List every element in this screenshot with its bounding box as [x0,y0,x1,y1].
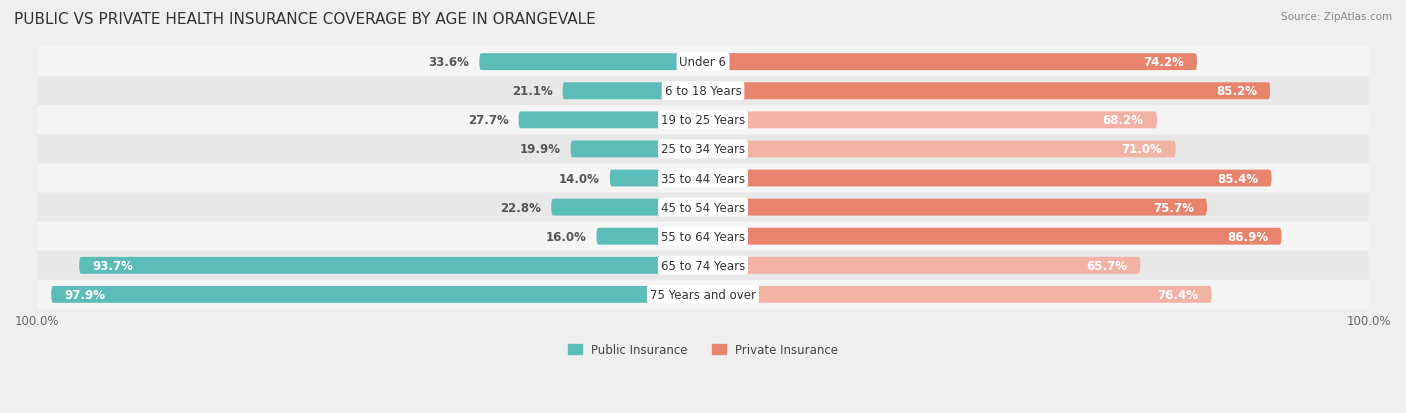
FancyBboxPatch shape [596,228,703,245]
Text: 85.4%: 85.4% [1218,172,1258,185]
FancyBboxPatch shape [37,280,1369,309]
Text: 25 to 34 Years: 25 to 34 Years [661,143,745,156]
Text: 55 to 64 Years: 55 to 64 Years [661,230,745,243]
Text: 21.1%: 21.1% [512,85,553,98]
FancyBboxPatch shape [703,170,1271,187]
Text: 71.0%: 71.0% [1122,143,1163,156]
Text: 75.7%: 75.7% [1153,201,1194,214]
FancyBboxPatch shape [703,54,1197,71]
FancyBboxPatch shape [37,164,1369,193]
FancyBboxPatch shape [479,54,703,71]
Text: 65 to 74 Years: 65 to 74 Years [661,259,745,272]
FancyBboxPatch shape [571,141,703,158]
FancyBboxPatch shape [703,199,1206,216]
Text: 27.7%: 27.7% [468,114,509,127]
Text: 6 to 18 Years: 6 to 18 Years [665,85,741,98]
FancyBboxPatch shape [703,228,1281,245]
Text: Source: ZipAtlas.com: Source: ZipAtlas.com [1281,12,1392,22]
Text: 85.2%: 85.2% [1216,85,1257,98]
FancyBboxPatch shape [703,141,1175,158]
Text: 93.7%: 93.7% [93,259,134,272]
FancyBboxPatch shape [37,106,1369,135]
FancyBboxPatch shape [37,77,1369,106]
FancyBboxPatch shape [703,286,1212,303]
Text: Under 6: Under 6 [679,56,727,69]
Text: 22.8%: 22.8% [501,201,541,214]
Text: 65.7%: 65.7% [1085,259,1128,272]
Text: 76.4%: 76.4% [1157,288,1198,301]
FancyBboxPatch shape [79,257,703,274]
Text: 19 to 25 Years: 19 to 25 Years [661,114,745,127]
FancyBboxPatch shape [703,112,1157,129]
Text: 74.2%: 74.2% [1143,56,1184,69]
FancyBboxPatch shape [610,170,703,187]
FancyBboxPatch shape [551,199,703,216]
FancyBboxPatch shape [37,222,1369,251]
Text: 97.9%: 97.9% [65,288,105,301]
Legend: Public Insurance, Private Insurance: Public Insurance, Private Insurance [564,338,842,361]
FancyBboxPatch shape [51,286,703,303]
FancyBboxPatch shape [562,83,703,100]
FancyBboxPatch shape [37,193,1369,222]
FancyBboxPatch shape [519,112,703,129]
Text: 14.0%: 14.0% [560,172,600,185]
Text: 45 to 54 Years: 45 to 54 Years [661,201,745,214]
Text: 35 to 44 Years: 35 to 44 Years [661,172,745,185]
Text: 33.6%: 33.6% [429,56,470,69]
FancyBboxPatch shape [37,135,1369,164]
Text: 75 Years and over: 75 Years and over [650,288,756,301]
Text: 68.2%: 68.2% [1102,114,1143,127]
Text: 19.9%: 19.9% [520,143,561,156]
Text: PUBLIC VS PRIVATE HEALTH INSURANCE COVERAGE BY AGE IN ORANGEVALE: PUBLIC VS PRIVATE HEALTH INSURANCE COVER… [14,12,596,27]
FancyBboxPatch shape [703,83,1270,100]
FancyBboxPatch shape [37,251,1369,280]
Text: 16.0%: 16.0% [546,230,586,243]
FancyBboxPatch shape [37,48,1369,77]
Text: 86.9%: 86.9% [1227,230,1268,243]
FancyBboxPatch shape [703,257,1140,274]
